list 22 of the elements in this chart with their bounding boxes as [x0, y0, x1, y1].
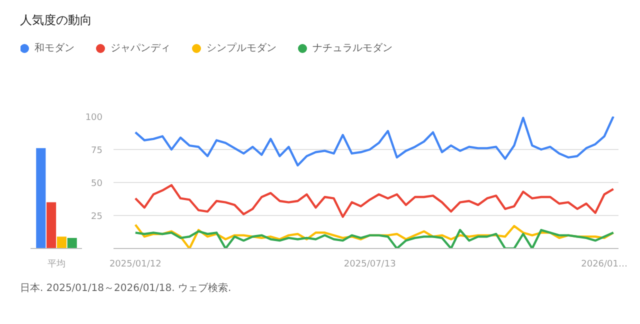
x-tick-label: 平均 — [48, 258, 66, 270]
bar — [36, 148, 46, 248]
x-tick-label: 2025/01/12 — [109, 260, 162, 270]
y-tick-label: 75 — [91, 146, 102, 156]
chart-title: 人気度の動向 — [20, 12, 92, 29]
line-series — [134, 116, 614, 166]
legend-label: 和モダン — [34, 42, 74, 54]
bar — [56, 236, 66, 248]
text: 日本. 2025/01/18～2026/01/18. ウェブ検索. — [20, 282, 232, 296]
y-tick-label: 100 — [85, 113, 103, 123]
x-tick-label: 2026/01… — [581, 260, 628, 270]
line-series — [134, 184, 614, 218]
line-series — [134, 228, 614, 248]
line-series — [134, 224, 614, 248]
x-tick-label: 2025/07/13 — [344, 260, 396, 270]
legend-label: ナチュラルモダン — [312, 42, 392, 54]
bar — [46, 202, 56, 248]
legend-label: ジャパンディ — [110, 43, 170, 54]
y-tick-label: 50 — [91, 179, 103, 189]
bar — [67, 238, 77, 248]
legend-label: シンプルモダン — [206, 42, 276, 54]
y-tick-label: 25 — [91, 212, 102, 222]
